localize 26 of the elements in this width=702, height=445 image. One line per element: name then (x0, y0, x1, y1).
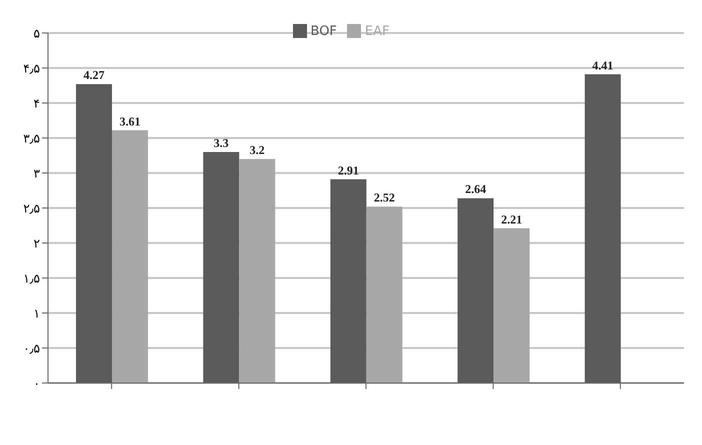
data-label: 2.52 (374, 190, 395, 205)
y-tick-label: ۰٫۵ (23, 341, 40, 356)
y-tick-label: ۲ (34, 236, 40, 250)
bar (366, 206, 402, 383)
data-label: 4.27 (83, 68, 104, 82)
data-label: 3.61 (119, 114, 140, 128)
bar (112, 130, 148, 383)
y-tick-label: ۴٫۵ (23, 61, 40, 76)
data-label: 2.64 (465, 182, 486, 196)
y-tick-label: ۱٫۵ (23, 271, 40, 286)
data-label: 4.41 (592, 58, 614, 72)
legend-label: EAF (364, 24, 390, 39)
legend-label: BOF (310, 24, 337, 39)
y-tick-label: ۵ (34, 26, 40, 40)
y-tick-label: ۱ (34, 306, 40, 320)
data-label: 3.2 (250, 143, 265, 157)
data-label: 3.3 (214, 136, 229, 150)
data-label: 2.91 (338, 163, 359, 178)
y-tick-label: ۳ (34, 166, 41, 180)
data-label: 2.21 (501, 212, 522, 226)
bar (494, 228, 530, 383)
bar (239, 159, 276, 383)
y-tick-label: ۳٫۵ (23, 131, 40, 146)
y-tick-label: ۰ (34, 376, 40, 390)
y-tick-label: ۴ (34, 96, 40, 110)
y-tick-label: ۲٫۵ (23, 201, 40, 216)
